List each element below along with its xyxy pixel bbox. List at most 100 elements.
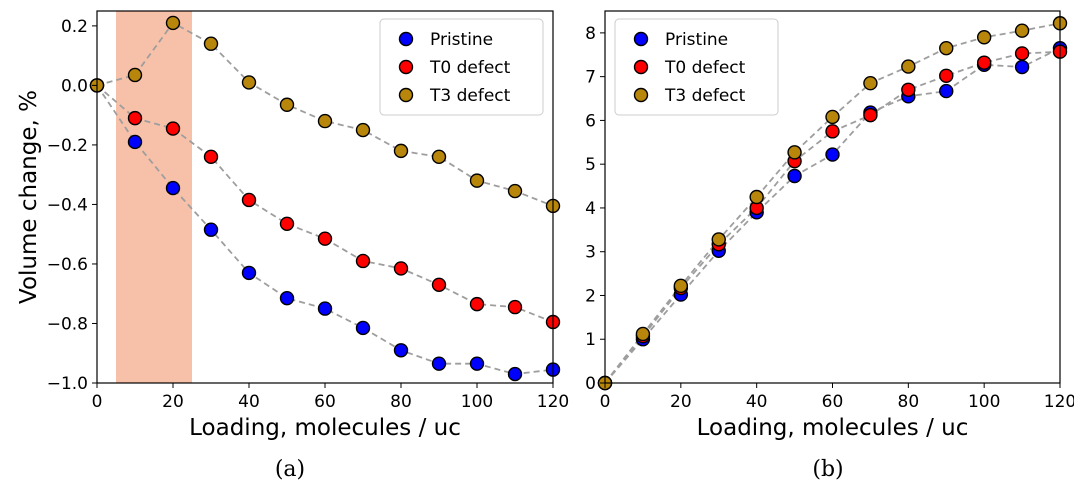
y-tick-label: −1.0 — [47, 374, 88, 394]
data-point-s1-10 — [976, 55, 992, 70]
data-point-s2-9 — [431, 149, 447, 165]
data-point-s1-6 — [317, 231, 333, 246]
y-tick-label: 2 — [585, 286, 596, 306]
data-point-s1-5 — [279, 216, 295, 231]
x-axis-label: Loading, molecules / uc — [189, 415, 461, 441]
legend-label-2: T3 defect — [664, 86, 746, 106]
x-tick-label: 80 — [898, 392, 920, 412]
data-point-s1-8 — [901, 82, 916, 97]
x-tick-label: 120 — [537, 392, 569, 412]
panel-a-caption: (a) — [275, 457, 305, 482]
data-point-s2-5 — [787, 145, 802, 160]
data-point-s2-4 — [749, 189, 764, 205]
legend-marker-2 — [633, 87, 649, 103]
y-tick-label: 0.2 — [61, 17, 88, 37]
data-point-s1-7 — [863, 107, 878, 123]
x-axis-label: Loading, molecules / uc — [697, 415, 969, 441]
data-point-s2-10 — [469, 173, 485, 188]
data-point-s2-11 — [1014, 23, 1030, 38]
legend-label-1: T0 defect — [429, 58, 511, 78]
data-point-s1-7 — [355, 253, 371, 269]
legend-marker-0 — [633, 31, 649, 47]
x-tick-label: 100 — [461, 392, 493, 412]
legend-marker-2 — [398, 87, 414, 103]
x-tick-label: 40 — [746, 392, 768, 412]
data-point-s0-10 — [469, 356, 485, 371]
data-point-s2-3 — [711, 232, 726, 247]
legend-marker-1 — [398, 59, 414, 75]
y-tick-label: 6 — [585, 111, 596, 131]
legend-marker-1 — [633, 59, 649, 75]
x-tick-label: 60 — [822, 392, 844, 412]
data-point-s2-2 — [165, 15, 181, 31]
panel-b-caption: (b) — [812, 457, 843, 482]
data-point-s1-3 — [203, 149, 219, 165]
x-tick-label: 60 — [314, 392, 336, 412]
legend-label-0: Pristine — [665, 30, 728, 50]
data-point-s0-9 — [431, 356, 447, 371]
data-point-s2-6 — [825, 109, 840, 125]
data-point-s1-11 — [507, 299, 523, 315]
data-point-s2-7 — [355, 122, 371, 138]
y-tick-label: 7 — [585, 68, 596, 88]
legend-label-1: T0 defect — [664, 58, 746, 78]
data-point-s1-11 — [1014, 46, 1030, 61]
data-point-s0-1 — [127, 134, 143, 150]
legend-label-2: T3 defect — [429, 86, 511, 106]
y-tick-label: −0.2 — [47, 136, 88, 156]
data-point-s0-6 — [317, 301, 333, 316]
data-point-s2-8 — [901, 59, 916, 74]
y-tick-label: 0.0 — [61, 76, 88, 96]
x-tick-label: 40 — [238, 392, 260, 412]
y-tick-label: 0 — [585, 374, 596, 394]
x-tick-label: 80 — [390, 392, 412, 412]
data-point-s1-10 — [469, 296, 485, 312]
y-tick-label: 4 — [585, 199, 596, 219]
data-point-s1-1 — [127, 110, 143, 126]
data-point-s2-11 — [507, 183, 523, 199]
data-point-s2-9 — [939, 41, 954, 56]
data-point-s0-5 — [279, 290, 295, 306]
x-tick-label: 20 — [670, 392, 692, 412]
panel-b: (b) 0 20 40 60 80 100 120 0 1 2 3 4 5 6 7 8 Loading, mol… — [585, 10, 1074, 482]
panel-a: (a) 0 20 40 60 80 100 120 −1.0 −0.8 −0.6 −0.4 −0.2 0… — [16, 10, 569, 482]
y-tick-label: 5 — [585, 155, 596, 175]
data-point-s2-3 — [203, 36, 219, 51]
data-point-s1-6 — [825, 124, 840, 139]
x-tick-label: 120 — [1044, 392, 1074, 412]
legend-label-0: Pristine — [430, 30, 493, 50]
data-point-s2-5 — [279, 97, 295, 112]
y-tick-label: −0.6 — [47, 255, 88, 275]
x-tick-label: 20 — [162, 392, 184, 412]
x-tick-label: 0 — [92, 392, 103, 412]
data-point-s2-8 — [393, 143, 409, 159]
legend-box — [614, 18, 779, 116]
y-tick-label: −0.4 — [47, 195, 88, 215]
data-point-s0-3 — [203, 222, 219, 237]
data-point-s2-1 — [635, 326, 651, 342]
data-point-s1-9 — [939, 68, 954, 83]
legend-box — [379, 18, 544, 116]
y-axis-label: Volume change, % — [16, 90, 42, 304]
y-tick-label: −0.8 — [47, 314, 88, 334]
data-point-s1-2 — [165, 121, 181, 136]
data-point-s0-8 — [393, 343, 409, 358]
data-point-s0-5 — [787, 168, 802, 184]
data-point-s0-9 — [939, 83, 954, 99]
x-tick-label: 100 — [968, 392, 1000, 412]
highlight-region — [116, 11, 192, 383]
y-tick-label: 1 — [585, 330, 596, 350]
data-point-s2-4 — [241, 75, 257, 90]
data-point-s1-8 — [393, 261, 409, 276]
data-point-s0-2 — [165, 180, 181, 196]
data-point-s1-4 — [241, 192, 257, 208]
data-point-s1-9 — [431, 277, 447, 292]
x-tick-label: 0 — [600, 392, 611, 412]
data-point-s2-7 — [863, 76, 878, 91]
data-point-s0-11 — [1014, 59, 1030, 75]
data-point-s2-2 — [673, 278, 689, 294]
data-point-s2-6 — [317, 113, 333, 129]
data-point-s2-10 — [976, 30, 992, 45]
data-point-s0-7 — [355, 320, 371, 336]
